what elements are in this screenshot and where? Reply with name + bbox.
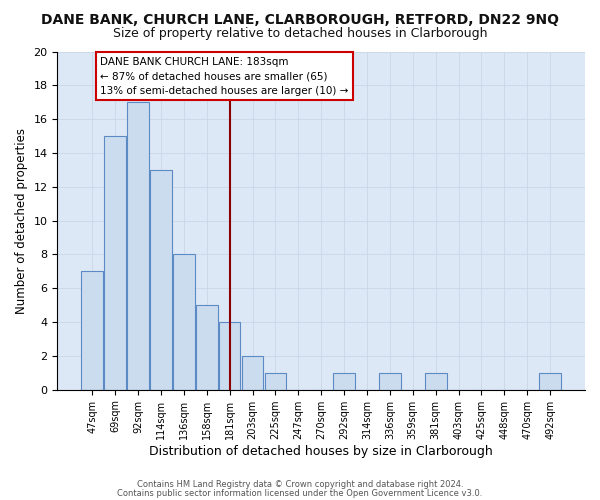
Bar — [127, 102, 149, 390]
Bar — [242, 356, 263, 390]
Bar — [219, 322, 241, 390]
Bar — [104, 136, 126, 390]
Text: DANE BANK, CHURCH LANE, CLARBOROUGH, RETFORD, DN22 9NQ: DANE BANK, CHURCH LANE, CLARBOROUGH, RET… — [41, 12, 559, 26]
Bar — [173, 254, 195, 390]
Bar — [196, 305, 218, 390]
Text: Size of property relative to detached houses in Clarborough: Size of property relative to detached ho… — [113, 28, 487, 40]
Bar — [539, 373, 561, 390]
Bar — [150, 170, 172, 390]
X-axis label: Distribution of detached houses by size in Clarborough: Distribution of detached houses by size … — [149, 444, 493, 458]
Bar — [425, 373, 446, 390]
Bar — [379, 373, 401, 390]
Text: Contains HM Land Registry data © Crown copyright and database right 2024.: Contains HM Land Registry data © Crown c… — [137, 480, 463, 489]
Y-axis label: Number of detached properties: Number of detached properties — [15, 128, 28, 314]
Text: Contains public sector information licensed under the Open Government Licence v3: Contains public sector information licen… — [118, 488, 482, 498]
Text: DANE BANK CHURCH LANE: 183sqm
← 87% of detached houses are smaller (65)
13% of s: DANE BANK CHURCH LANE: 183sqm ← 87% of d… — [100, 56, 349, 96]
Bar — [265, 373, 286, 390]
Bar — [333, 373, 355, 390]
Bar — [82, 272, 103, 390]
